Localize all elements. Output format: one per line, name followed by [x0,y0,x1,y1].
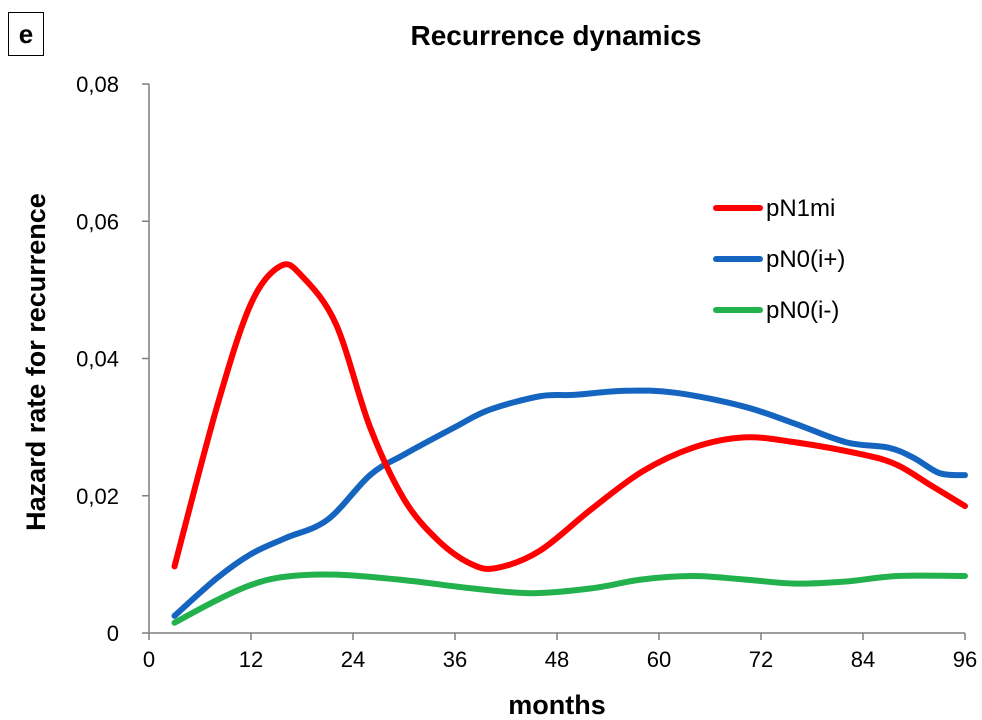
y-axis-label: Hazard rate for recurrence [21,193,51,531]
legend-label-pn1mi: pN1mi [766,195,835,222]
x-axis-label: months [508,690,606,720]
series-line-pn0-i [171,387,968,619]
x-tick-label: 12 [239,647,263,672]
x-tick-label: 60 [647,647,671,672]
y-tick-label: 0,08 [76,72,119,97]
axes: 0 12 24 36 48 60 72 84 96 0 0,02 0,04 0,06 0,08 [76,72,977,672]
x-tick-label: 72 [749,647,773,672]
x-tick-label: 84 [851,647,875,672]
panel-label: e [8,12,44,56]
series-layer [171,261,968,626]
y-tick-label: 0,02 [76,484,119,509]
series-line-pn1mi [171,261,968,572]
x-tick-label: 0 [143,647,155,672]
legend-label-pn0-i: pN0(i+) [766,246,845,273]
x-tick-label: 96 [953,647,977,672]
y-tick-label: 0,04 [76,347,119,372]
series-line-pn0-i [171,571,968,626]
legend-label-pn0-i: pN0(i-) [766,297,839,324]
x-tick-label: 24 [341,647,365,672]
chart-title: Recurrence dynamics [410,20,701,51]
legend: pN1mi pN0(i+) pN0(i-) [713,195,845,324]
y-tick-label: 0 [107,621,119,646]
y-tick-label: 0,06 [76,209,119,234]
x-tick-label: 36 [443,647,467,672]
x-tick-label: 48 [545,647,569,672]
